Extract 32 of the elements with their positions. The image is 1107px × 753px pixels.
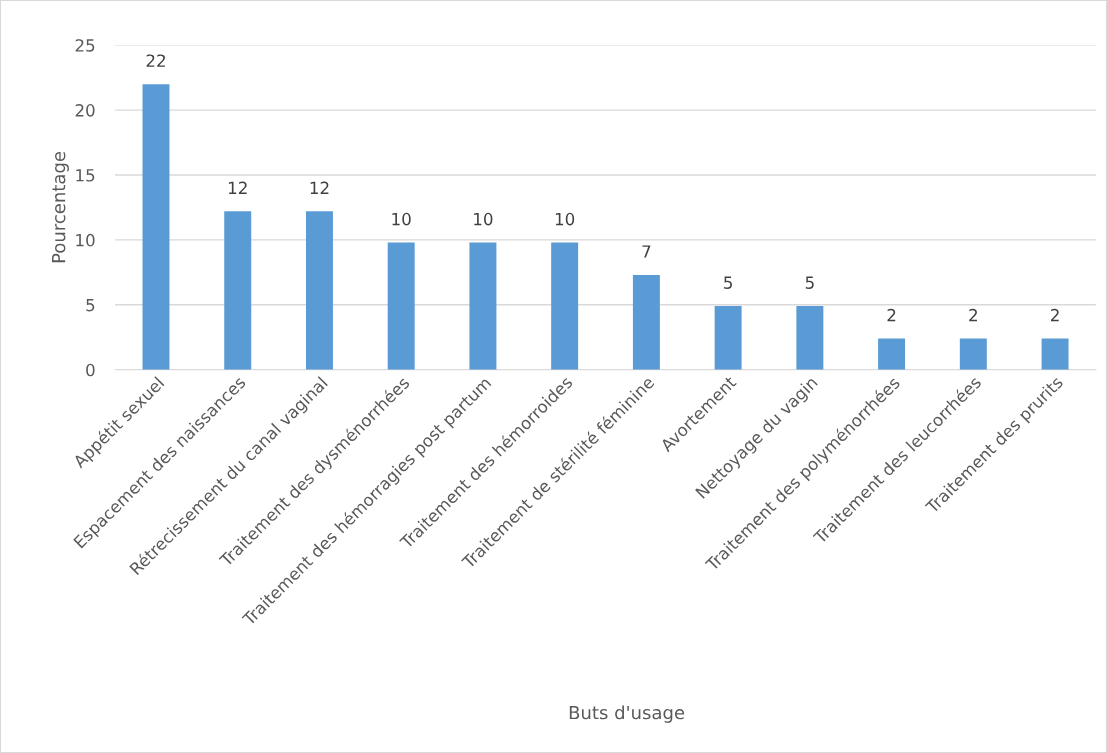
bar [959, 338, 987, 370]
y-tick-label: 20 [75, 104, 95, 117]
data-label: 5 [805, 276, 814, 289]
y-tick-label: 10 [76, 233, 95, 247]
bar [469, 242, 497, 370]
bar [224, 211, 252, 370]
bar [1041, 338, 1069, 370]
data-label: 22 [146, 54, 165, 67]
bar [878, 338, 906, 370]
y-axis-title: Pourcentage [52, 151, 69, 263]
data-label: 2 [887, 308, 896, 322]
x-axis-title: Buts d'usage [569, 705, 685, 723]
data-label: 10 [474, 212, 493, 226]
data-label: 5 [724, 276, 732, 289]
y-tick-label: 15 [76, 169, 95, 182]
bar [305, 211, 333, 370]
y-tick-label: 25 [75, 39, 95, 52]
data-label: 12 [310, 181, 329, 194]
data-label: 2 [1050, 308, 1059, 322]
bar [551, 242, 579, 370]
data-label: 10 [555, 212, 575, 226]
y-tick-label: 0 [86, 363, 95, 377]
data-label: 12 [228, 181, 247, 194]
bar [142, 84, 170, 370]
bar [714, 306, 742, 370]
bar [796, 306, 824, 370]
bar [387, 242, 415, 370]
data-label: 2 [969, 308, 977, 322]
y-tick-label: 5 [86, 299, 95, 312]
data-label: 10 [392, 212, 411, 226]
bar [632, 274, 660, 370]
data-label: 7 [642, 245, 651, 258]
